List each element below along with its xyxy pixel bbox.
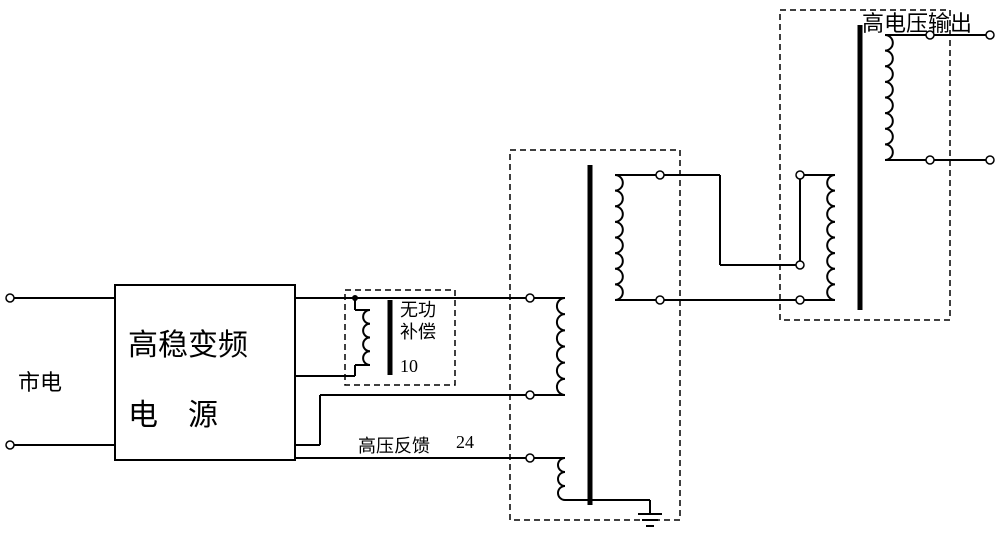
hv-feedback-num: 24 [456, 432, 474, 453]
power-supply-line2: 电 源 [128, 390, 218, 434]
reactive-comp-num: 10 [400, 356, 418, 377]
power-supply-line1: 高稳变频 [128, 320, 248, 364]
reactive-comp-label: 无功 补偿 [400, 300, 436, 343]
mains-label: 市电 [18, 365, 62, 397]
hv-feedback-label: 高压反馈 [358, 432, 430, 458]
hv-output-label: 高电压输出 [862, 6, 972, 38]
